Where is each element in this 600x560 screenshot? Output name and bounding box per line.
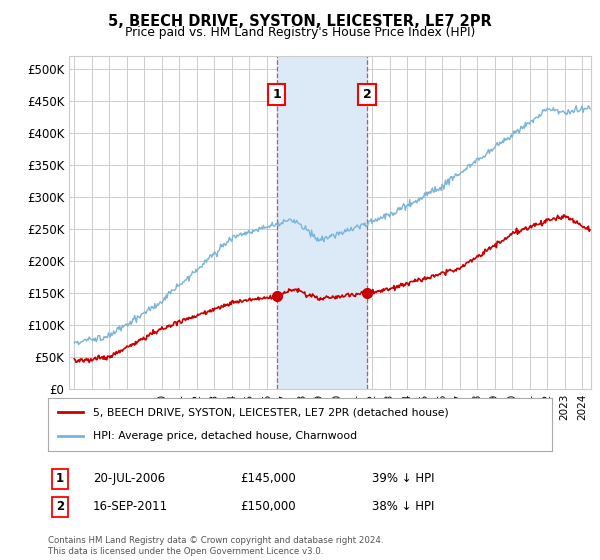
- Text: 2: 2: [56, 500, 64, 514]
- Text: 2: 2: [362, 88, 371, 101]
- Bar: [277, 56, 367, 389]
- Text: Price paid vs. HM Land Registry's House Price Index (HPI): Price paid vs. HM Land Registry's House …: [125, 26, 475, 39]
- Text: 39% ↓ HPI: 39% ↓ HPI: [372, 472, 434, 486]
- Text: 1: 1: [272, 88, 281, 101]
- Text: £150,000: £150,000: [240, 500, 296, 514]
- Text: HPI: Average price, detached house, Charnwood: HPI: Average price, detached house, Char…: [94, 431, 358, 441]
- Text: 16-SEP-2011: 16-SEP-2011: [93, 500, 168, 514]
- Text: 38% ↓ HPI: 38% ↓ HPI: [372, 500, 434, 514]
- Text: Contains HM Land Registry data © Crown copyright and database right 2024.
This d: Contains HM Land Registry data © Crown c…: [48, 536, 383, 556]
- Text: 5, BEECH DRIVE, SYSTON, LEICESTER, LE7 2PR (detached house): 5, BEECH DRIVE, SYSTON, LEICESTER, LE7 2…: [94, 408, 449, 418]
- Text: 20-JUL-2006: 20-JUL-2006: [93, 472, 165, 486]
- Text: £145,000: £145,000: [240, 472, 296, 486]
- Text: 5, BEECH DRIVE, SYSTON, LEICESTER, LE7 2PR: 5, BEECH DRIVE, SYSTON, LEICESTER, LE7 2…: [108, 14, 492, 29]
- Text: 1: 1: [56, 472, 64, 486]
